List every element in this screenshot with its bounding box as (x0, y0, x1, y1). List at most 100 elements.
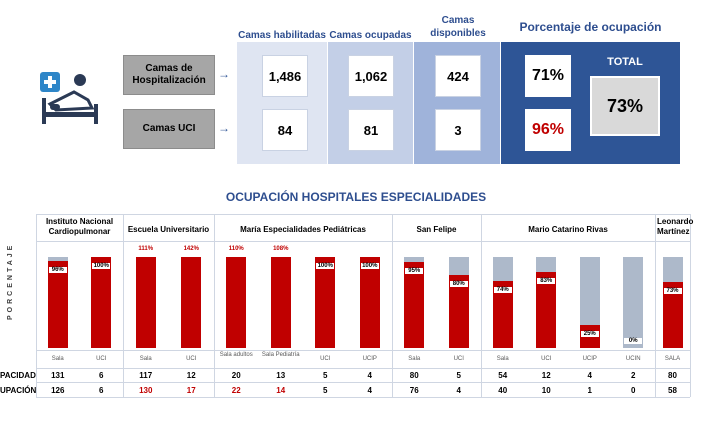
bar-occupied (135, 257, 156, 348)
category-label: Sala Pediatría (261, 352, 300, 358)
ocupacion-value: 40 (498, 386, 508, 395)
header-divider (36, 214, 690, 215)
ocupacion-value: 5 (323, 386, 328, 395)
hosp-ocupadas-value: 1,062 (348, 55, 394, 97)
bar-occupied (91, 257, 112, 348)
capacidad-value: 13 (276, 371, 286, 380)
group-header: Leonardo Martínez (657, 217, 694, 236)
ocupacion-value: 14 (276, 386, 286, 395)
ocupacion-value: 6 (99, 386, 104, 395)
capacidad-value: 80 (409, 371, 419, 380)
arrow-icon: → (218, 121, 230, 135)
bar-value-label: 100% (360, 263, 379, 269)
category-label: Sala (408, 356, 421, 362)
group-header: Escuela Universitario (127, 225, 210, 234)
bar-value-label: 0% (624, 338, 643, 344)
ocupacion-value: 1 (587, 386, 592, 395)
capacidad-value: 6 (99, 371, 104, 380)
header-total: TOTAL (607, 56, 643, 68)
table-bottom-line (36, 397, 690, 398)
capacidad-value: 54 (498, 371, 508, 380)
ocupacion-value: 10 (541, 386, 551, 395)
group-divider (392, 214, 393, 397)
bar-occupied (536, 272, 557, 348)
bar-value-label: 80% (449, 281, 468, 288)
capacidad-value: 131 (51, 371, 65, 380)
group-header: San Felipe (416, 225, 457, 234)
head-bottom-line (36, 241, 690, 242)
bar-occupied (404, 261, 425, 348)
category-label: UCI (541, 356, 552, 362)
bar-value-label: 100% (316, 263, 335, 269)
capacidad-value: 5 (456, 371, 461, 380)
bar-value-label: 142% (183, 246, 199, 252)
category-label: SALA (664, 356, 681, 362)
capacidad-value: 20 (231, 371, 241, 380)
group-divider (690, 214, 691, 397)
capacidad-value: 5 (323, 371, 328, 380)
ocupacion-value: 17 (186, 386, 196, 395)
bar-occupied (448, 275, 469, 348)
capacidad-value: 117 (139, 371, 153, 380)
group-divider (123, 214, 124, 397)
hosp-habilitadas-value: 1,486 (262, 55, 308, 97)
group-header: Instituto Nacional Cardiopulmonar (45, 217, 114, 236)
bar-value-label: 110% (228, 246, 244, 252)
row-label-uci: Camas UCI (123, 109, 215, 149)
category-label: UCI (186, 356, 197, 362)
bar-occupied (181, 257, 202, 348)
bar-value-label: 108% (273, 246, 289, 252)
header-camas-disponibles: Camas disponibles (430, 15, 486, 39)
hosp-porcentaje-value: 71% (525, 55, 571, 97)
row-label-hospitalizacion: Camas de Hospitalización (123, 55, 215, 95)
bar-occupied (226, 257, 247, 348)
ocupacion-value: 58 (668, 386, 677, 395)
ocupacion-value: 4 (367, 386, 372, 395)
hosp-disponibles-value: 424 (435, 55, 481, 97)
category-label: Sala (139, 356, 152, 362)
ocupacion-row-title: UPACIÓN (0, 386, 37, 395)
group-header: Mario Catarino Rivas (528, 225, 608, 234)
header-camas-ocupadas: Camas ocupadas (329, 30, 412, 41)
category-label: Sala (51, 356, 64, 362)
bar-capacity (623, 257, 644, 348)
capacidad-value: 2 (631, 371, 636, 380)
ocupacion-value: 76 (409, 386, 419, 395)
category-label: UCI (96, 356, 107, 362)
group-divider (655, 214, 656, 397)
bar-value-label: 100% (92, 263, 111, 269)
category-label: Sala adultos (219, 352, 253, 358)
header-porcentaje-ocupacion: Porcentaje de ocupación (519, 20, 662, 34)
capacidad-value: 12 (541, 371, 551, 380)
capacidad-row-title: PACIDAD (0, 371, 36, 380)
bar-occupied (47, 260, 68, 348)
group-divider (36, 214, 37, 397)
bar-value-label: 83% (537, 278, 556, 285)
ocupacion-value: 130 (139, 386, 153, 395)
uci-disponibles-value: 3 (435, 109, 481, 151)
category-label: Sala (496, 356, 509, 362)
capacidad-value: 80 (668, 371, 677, 380)
category-label: UCI (320, 356, 331, 362)
group-divider (481, 214, 482, 397)
capacidad-value: 4 (367, 371, 372, 380)
category-label: UCI (453, 356, 464, 362)
bar-occupied (492, 280, 513, 348)
total-porcentaje-value: 73% (590, 76, 660, 136)
bar-value-label: 95% (405, 267, 424, 274)
arrow-icon: → (218, 67, 230, 81)
ocupacion-value: 22 (231, 386, 241, 395)
bar-value-label: 74% (493, 286, 512, 293)
bar-value-label: 25% (580, 331, 599, 338)
hospital-bed-icon (36, 70, 104, 130)
bar-occupied (315, 257, 336, 348)
header-camas-habilitadas: Camas habilitadas (238, 30, 326, 41)
capacidad-value: 4 (587, 371, 592, 380)
axis-line (36, 350, 690, 351)
category-label: UCIP (582, 356, 597, 362)
category-label: UCIP (362, 356, 377, 362)
bar-value-label: 96% (48, 266, 67, 273)
bar-occupied (359, 257, 380, 348)
uci-ocupadas-value: 81 (348, 109, 394, 151)
